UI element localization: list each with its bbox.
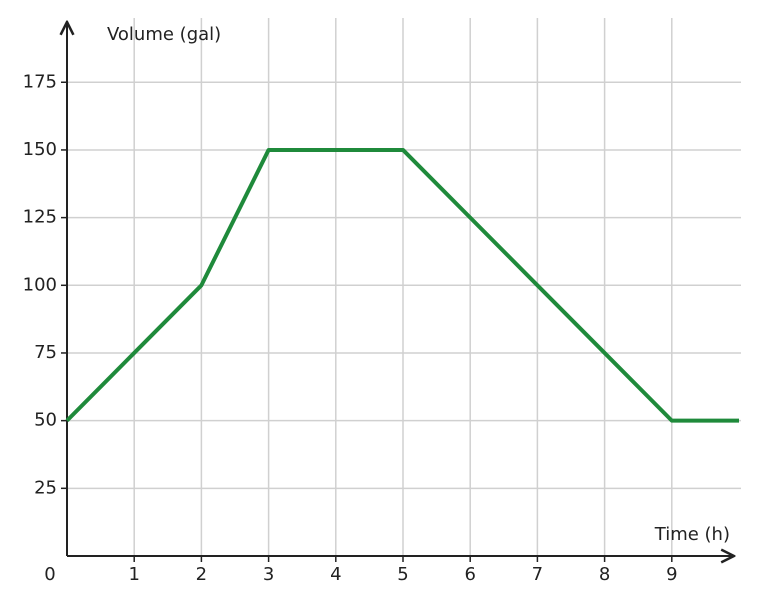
x-tick-label: 4 (330, 564, 341, 585)
x-tick-label: 8 (599, 564, 610, 585)
x-tick-label: 5 (397, 564, 408, 585)
y-tick-label: 25 (34, 477, 57, 498)
x-tick-label: 3 (263, 564, 274, 585)
x-tick-label: 7 (532, 564, 543, 585)
y-tick-label: 75 (34, 342, 57, 363)
x-tick-label: 1 (128, 564, 139, 585)
x-tick-label: 6 (464, 564, 475, 585)
y-tick-label: 150 (23, 139, 57, 160)
x-tick-label: 2 (196, 564, 207, 585)
data-line (65, 147, 739, 423)
x-tick-label: 0 (44, 564, 55, 585)
grid (67, 18, 741, 556)
y-axis-label: Volume (gal) (107, 24, 221, 45)
x-axis-label: Time (h) (654, 524, 730, 545)
y-tick-label: 175 (23, 71, 57, 92)
y-tick-label: 100 (23, 274, 57, 295)
x-tick-label: 9 (666, 564, 677, 585)
y-tick-label: 50 (34, 410, 57, 431)
y-tick-label: 125 (23, 207, 57, 228)
